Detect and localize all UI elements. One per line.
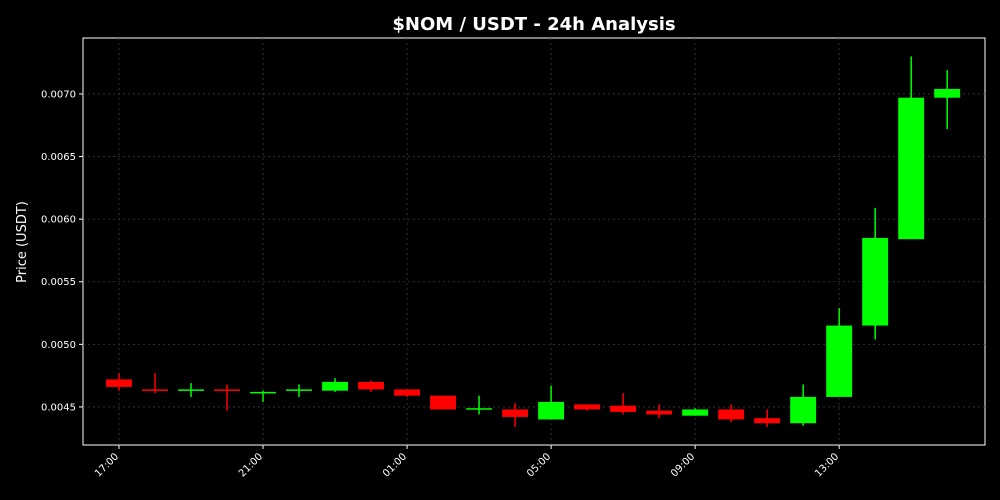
candle-body (790, 396, 817, 424)
candle-body (682, 409, 709, 416)
candle-body (358, 381, 385, 390)
candle-body (394, 389, 421, 396)
y-tick-label: 0.0065 (41, 152, 76, 163)
y-tick-label: 0.0050 (41, 340, 76, 351)
candle-body (718, 409, 745, 420)
candle-body (502, 409, 529, 417)
candle-body (178, 389, 204, 391)
y-tick-label: 0.0045 (41, 402, 76, 413)
y-tick-label: 0.0060 (41, 215, 76, 226)
candle-body (106, 379, 132, 387)
candle-body (754, 418, 781, 424)
x-tick-label: 13:00 (813, 451, 841, 479)
y-tick-label: 0.0070 (41, 89, 76, 100)
candle-body (286, 389, 313, 391)
y-axis-label: Price (USDT) (15, 201, 30, 283)
candle-body (898, 97, 925, 240)
candle-body (214, 389, 240, 391)
candle-body (142, 389, 168, 391)
candle-body (862, 237, 889, 326)
x-tick-label: 05:00 (525, 451, 553, 479)
candle-body (574, 404, 601, 410)
candle-body (430, 395, 457, 410)
candle-body (538, 401, 565, 420)
x-tick-label: 21:00 (237, 451, 265, 479)
candle-body (466, 408, 493, 410)
x-tick-label: 17:00 (93, 451, 121, 479)
x-tick-label: 01:00 (381, 451, 409, 479)
x-tick-label: 09:00 (669, 451, 697, 479)
candle-body (934, 88, 961, 98)
candle-body (322, 381, 349, 391)
chart-title: $NOM / USDT - 24h Analysis (392, 14, 675, 35)
candle-body (826, 325, 853, 397)
candle-body (646, 410, 673, 415)
y-tick-label: 0.0055 (41, 277, 76, 288)
candle-body (610, 405, 637, 412)
candle-body (250, 391, 277, 394)
